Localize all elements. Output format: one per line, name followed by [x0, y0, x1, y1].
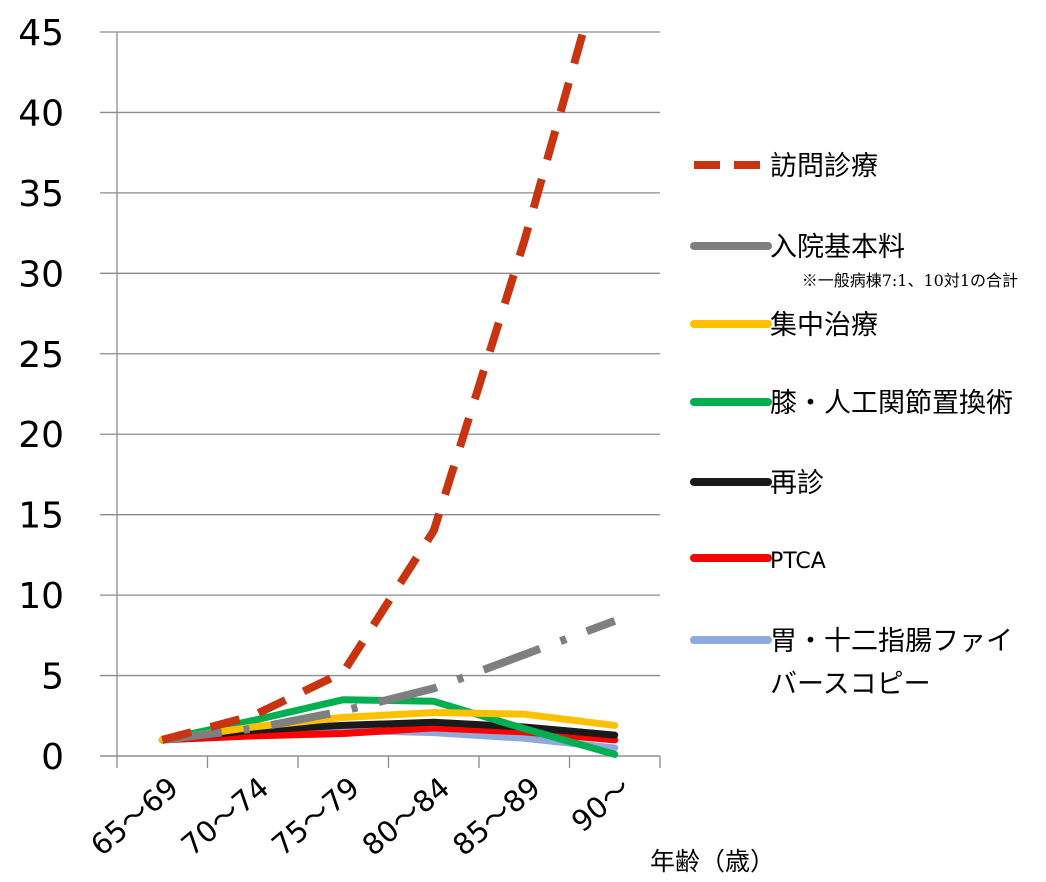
x-axis-label: 年齢（歳） [650, 847, 775, 876]
y-tick-label: 10 [18, 576, 64, 617]
x-tick-label: 90～ [565, 770, 637, 838]
x-tick-label: 85～89 [446, 770, 547, 862]
y-tick-label: 40 [18, 93, 64, 134]
y-tick-label: 25 [18, 335, 64, 376]
legend-label-5: PTCA [770, 549, 826, 574]
x-tick-label: 80～84 [356, 770, 457, 862]
series-line-0 [161, 25, 590, 744]
y-tick-label: 20 [18, 415, 64, 456]
legend-label-3: 膝・人工関節置換術 [770, 388, 1013, 419]
series-lines [158, 25, 619, 758]
legend-note-1: ※一般病棟7:1、10対1の合計 [802, 271, 1018, 290]
x-tick-label: 75～79 [265, 770, 366, 862]
y-tick-label: 35 [18, 174, 64, 215]
legend-label-2: 集中治療 [770, 310, 878, 341]
legend-label-0: 訪問診療 [770, 151, 878, 182]
legend-label-6-line-1: バースコピー [770, 669, 931, 700]
legend-label-6-line-0: 胃・十二指腸ファイ [770, 626, 1013, 657]
legend-label-1: 入院基本料 [770, 232, 905, 263]
y-tick-label: 0 [41, 737, 64, 778]
y-tick-label: 15 [18, 496, 64, 537]
x-tick-label: 65～69 [84, 770, 185, 862]
y-axis-ticks: 0 5 10 15 20 25 30 35 40 45 [18, 13, 64, 778]
gridlines [100, 31, 660, 757]
x-tick-label: 70～74 [175, 770, 276, 862]
series-line-2 [158, 709, 619, 744]
series-line-1 [161, 617, 617, 744]
y-tick-label: 45 [18, 13, 64, 54]
legend-label-4: 再診 [770, 468, 824, 499]
y-tick-label: 5 [41, 657, 64, 698]
y-tick-label: 30 [18, 254, 64, 295]
